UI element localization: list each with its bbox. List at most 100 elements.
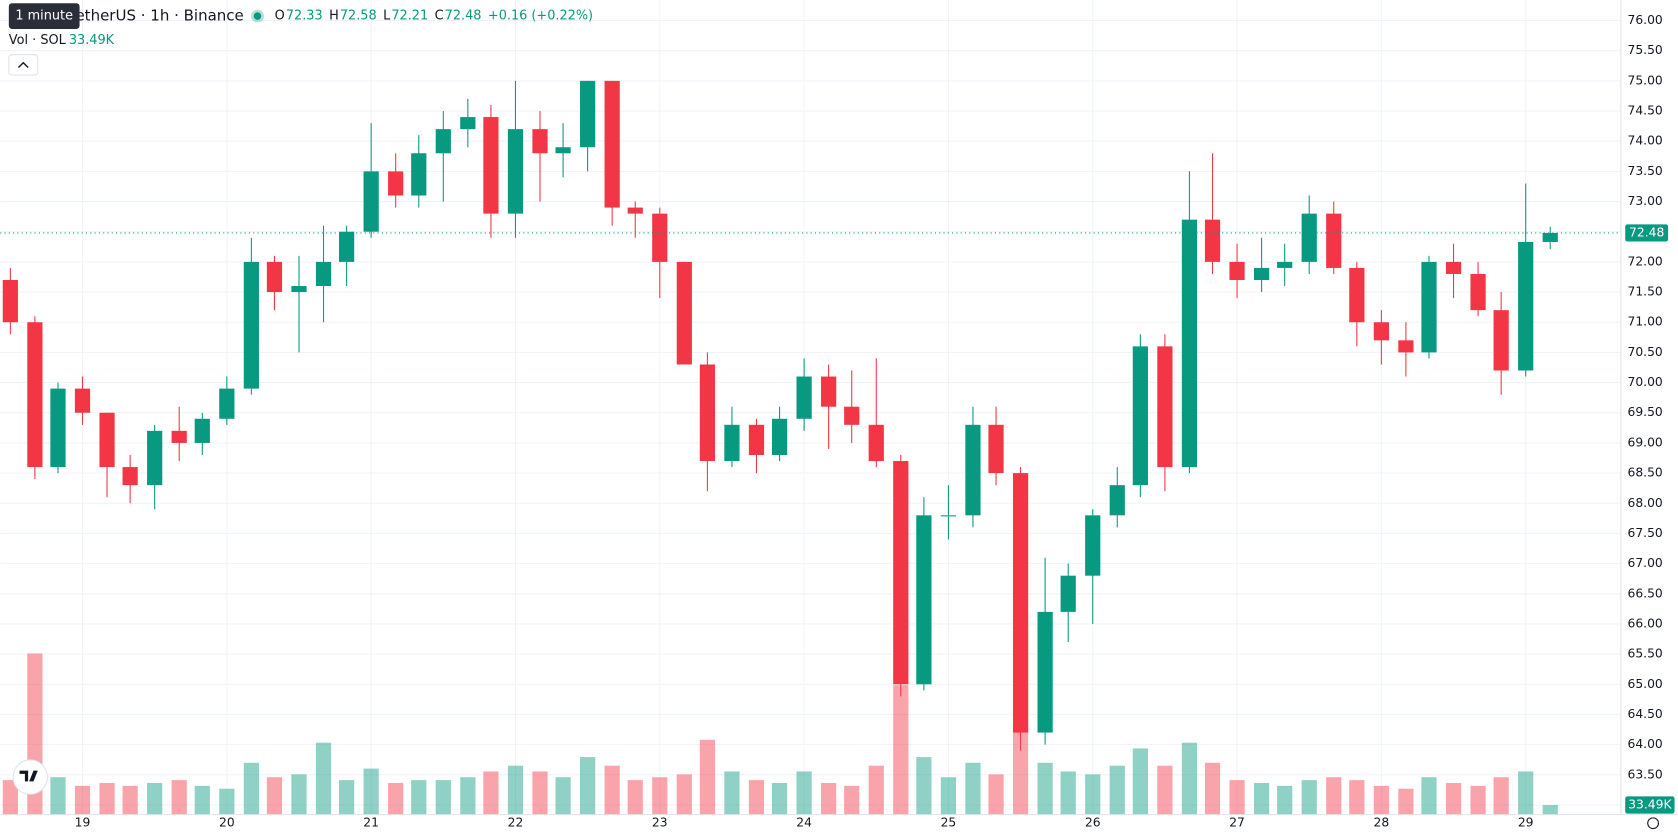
- candle-body: [1398, 340, 1414, 353]
- volume-bar: [724, 771, 740, 815]
- candle-body: [243, 261, 259, 389]
- y-tick-label: 66.50: [1627, 586, 1662, 600]
- volume-bar: [266, 777, 283, 815]
- volume-bar: [580, 757, 596, 815]
- candle-body: [219, 388, 235, 419]
- candle-body: [1470, 273, 1486, 311]
- ohlc-value: 72.21: [391, 9, 428, 24]
- y-tick-label: 68.50: [1627, 466, 1662, 480]
- settings-icon[interactable]: [1647, 817, 1659, 830]
- price-change: +0.16 (+0.22%): [488, 9, 593, 24]
- candle-body: [315, 261, 332, 287]
- y-tick-label: 69.00: [1627, 435, 1662, 449]
- volume-bar: [699, 739, 716, 815]
- tooltip-text: 1 minute: [15, 9, 73, 24]
- candle-body: [435, 129, 451, 154]
- candle-body: [1229, 261, 1245, 280]
- volume-bar: [771, 782, 788, 815]
- candle-body: [1542, 232, 1558, 242]
- x-tick-label: 26: [1085, 816, 1101, 830]
- candle-body: [1349, 267, 1365, 323]
- y-tick-label: 70.50: [1627, 345, 1662, 359]
- candle-body: [580, 80, 596, 148]
- candle-body: [1373, 322, 1389, 341]
- y-tick-label: 72.00: [1627, 254, 1662, 268]
- volume-bar: [363, 768, 379, 815]
- candle-body: [1518, 241, 1534, 371]
- volume-layer: [2, 653, 1558, 815]
- volume-bar: [1518, 771, 1534, 815]
- volume-bar: [1301, 780, 1317, 815]
- volume-bar: [1132, 748, 1148, 815]
- y-tick-label: 68.00: [1627, 496, 1662, 510]
- volume-bar: [1037, 762, 1053, 815]
- volume-bar: [291, 774, 307, 815]
- candle-body: [532, 129, 548, 154]
- volume-bar: [388, 782, 404, 815]
- candle-body: [1421, 261, 1437, 353]
- y-tick-label: 67.00: [1627, 556, 1662, 570]
- y-tick-label: 73.00: [1627, 194, 1662, 208]
- candle-body: [122, 467, 138, 486]
- candle-body: [604, 80, 620, 208]
- candle-layer: [2, 80, 1558, 751]
- volume-bar: [1060, 771, 1076, 815]
- candle-body: [1253, 267, 1270, 280]
- candle-body: [291, 286, 307, 293]
- logo[interactable]: [12, 759, 48, 795]
- volume-bar: [50, 777, 66, 815]
- volume-bar: [1253, 782, 1270, 815]
- ohlc-label: L: [383, 9, 391, 24]
- ohlc-label: H: [329, 9, 339, 24]
- candle-body: [844, 406, 860, 425]
- volume-title: Vol · SOL: [9, 33, 67, 48]
- x-tick-label: 21: [363, 816, 379, 830]
- y-tick-label: 65.00: [1627, 677, 1662, 691]
- volume-bar: [435, 780, 451, 815]
- candle-body: [1157, 346, 1173, 468]
- header: TetherUS · 1h · Binance Vol · SOL 33.49K…: [8, 7, 593, 76]
- volume-bar: [604, 765, 620, 815]
- volume-bar: [219, 788, 235, 815]
- y-tick-label: 75.50: [1627, 43, 1662, 57]
- volume-bar: [555, 777, 571, 815]
- logo-badge[interactable]: [12, 759, 48, 795]
- candle-body: [748, 424, 765, 455]
- volume-bar: [1493, 777, 1509, 815]
- x-tick-label: 24: [796, 816, 812, 830]
- volume-bar: [1204, 762, 1221, 815]
- candle-body: [483, 117, 499, 214]
- axes: 63.0063.5064.0064.5065.0065.5066.0066.50…: [0, 13, 1675, 830]
- volume-bar: [1349, 780, 1365, 815]
- candle-body: [1181, 219, 1198, 468]
- last-price-label: 72.48: [1629, 225, 1664, 239]
- volume-bar: [1421, 777, 1437, 815]
- volume-bar: [339, 780, 355, 815]
- candle-body: [893, 461, 909, 685]
- volume-bar: [1229, 780, 1245, 815]
- ohlc-label: O: [275, 9, 285, 24]
- y-tick-label: 71.50: [1627, 285, 1662, 299]
- candle-body: [363, 171, 379, 232]
- x-tick-label: 27: [1229, 816, 1245, 830]
- volume-bar: [965, 762, 981, 815]
- y-tick-label: 69.50: [1627, 405, 1662, 419]
- candle-body: [1060, 575, 1076, 612]
- candle-body: [796, 376, 812, 419]
- candle-body: [988, 424, 1004, 474]
- candle-body: [699, 364, 716, 462]
- volume-bar: [411, 780, 427, 815]
- candle-body: [676, 261, 692, 365]
- volume-bar: [1326, 777, 1342, 815]
- candle-body: [1085, 515, 1101, 576]
- collapse-button[interactable]: [8, 54, 39, 76]
- volume-bar: [171, 780, 187, 815]
- candle-body: [99, 412, 115, 468]
- y-tick-label: 70.00: [1627, 375, 1662, 389]
- candle-body: [2, 279, 18, 323]
- y-tick-label: 71.00: [1627, 315, 1662, 329]
- candle-body: [1277, 261, 1293, 268]
- last-volume-badge: [1625, 796, 1675, 814]
- volume-bar: [796, 771, 812, 815]
- symbol-title: TetherUS · 1h · Binance: [68, 7, 244, 25]
